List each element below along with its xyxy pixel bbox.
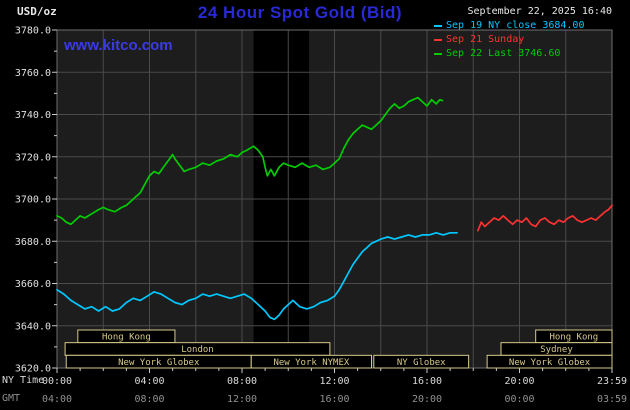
x-axis-label-ny: 16:00 — [412, 376, 442, 387]
y-axis-label: 3760.0 — [15, 68, 51, 79]
series-line — [56, 231, 458, 321]
x-axis-label-ny: 00:00 — [42, 376, 72, 387]
legend: September 22, 2025 16:40 Sep 19 NY close… — [434, 5, 612, 61]
legend-item-label: Sep 22 Last 3746.60 — [446, 48, 561, 59]
session-label: Hong Kong — [102, 332, 151, 342]
x-axis-label-gmt: 16:00 — [319, 394, 349, 405]
session-label: London — [181, 345, 214, 355]
session-label: New York Globex — [118, 358, 200, 368]
y-axis-label: 3660.0 — [15, 279, 51, 290]
session-label: Hong Kong — [549, 332, 598, 342]
y-axis-label: 3680.0 — [15, 237, 51, 248]
legend-item-sep21: Sep 21 Sunday — [434, 33, 612, 47]
x-axis-label-ny: 20:00 — [504, 376, 534, 387]
legend-dash-icon — [434, 39, 442, 41]
gmt-caption: GMT — [2, 393, 21, 404]
x-axis-label-gmt: 12:00 — [227, 394, 257, 405]
x-axis-label-ny: 12:00 — [319, 376, 349, 387]
y-axis-label: 3620.0 — [15, 364, 51, 375]
legend-item-label: Sep 19 NY close 3684.00 — [446, 20, 585, 31]
series-line — [477, 204, 613, 232]
page-title: 24 Hour Spot Gold (Bid) — [197, 3, 403, 22]
legend-dash-icon — [434, 25, 442, 27]
ny-time-caption: NY Time — [2, 375, 45, 386]
legend-item-label: Sep 21 Sunday — [446, 34, 525, 45]
y-axis-label: 3720.0 — [15, 152, 51, 163]
session-box — [486, 354, 613, 369]
y-axis-label: 3780.0 — [15, 26, 51, 37]
session-label: New York NYMEX — [273, 358, 349, 368]
y-axis-label: 3740.0 — [15, 110, 51, 121]
session-label: Sydney — [540, 345, 573, 355]
kitco-link[interactable]: www.kitco.com — [64, 37, 173, 54]
unit-label: USD/oz — [17, 5, 57, 18]
x-axis-label-gmt: 03:59 — [597, 394, 627, 405]
legend-item-sep19: Sep 19 NY close 3684.00 — [434, 19, 612, 33]
timestamp: September 22, 2025 16:40 — [467, 6, 613, 17]
y-axis-label: 3700.0 — [15, 195, 51, 206]
session-label: NY Globex — [397, 358, 446, 368]
session-box — [250, 354, 372, 369]
series-line — [56, 96, 444, 226]
x-axis-label-ny: 08:00 — [227, 376, 257, 387]
x-axis-label-gmt: 20:00 — [412, 394, 442, 405]
y-axis-label: 3640.0 — [15, 321, 51, 332]
x-axis-label-gmt: 04:00 — [42, 394, 72, 405]
x-axis-label-ny: 04:00 — [134, 376, 164, 387]
session-label: New York Globex — [509, 358, 591, 368]
x-axis-label-gmt: 08:00 — [134, 394, 164, 405]
x-axis-label-ny: 23:59 — [597, 376, 627, 387]
x-axis-label-gmt: 00:00 — [504, 394, 534, 405]
session-box — [373, 354, 470, 369]
legend-item-sep22: Sep 22 Last 3746.60 — [434, 47, 612, 61]
legend-dash-icon — [434, 53, 442, 55]
